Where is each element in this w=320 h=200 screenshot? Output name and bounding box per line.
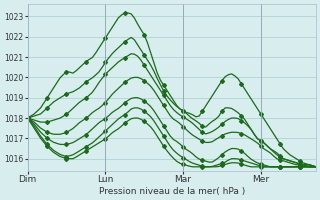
X-axis label: Pression niveau de la mer( hPa ): Pression niveau de la mer( hPa ): [99, 187, 245, 196]
